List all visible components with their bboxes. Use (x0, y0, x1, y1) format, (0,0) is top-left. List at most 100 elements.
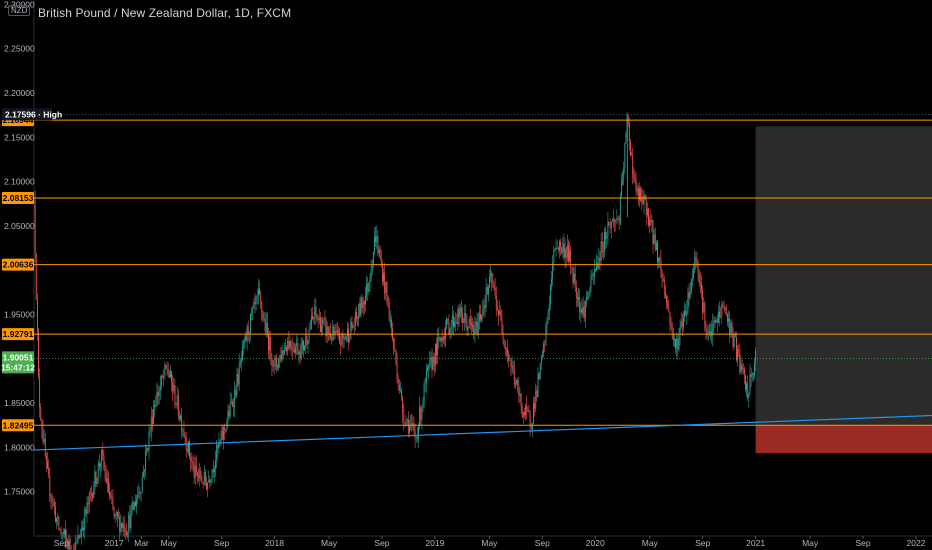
candle-body (522, 412, 524, 417)
trend-line-group[interactable] (33, 414, 932, 451)
time-tick-label: 2022 (907, 538, 926, 548)
last-price-label: 1.90051 (3, 352, 34, 362)
candle-body (472, 325, 474, 329)
candle-body (586, 297, 587, 301)
candle-body (317, 318, 319, 321)
candle-body (327, 326, 329, 335)
candle-body (353, 325, 355, 327)
candle-body (261, 301, 263, 313)
candle-body (336, 330, 338, 333)
horizontal-levels[interactable]: 2.169442.081532.006361.927911.824952.175… (1, 108, 932, 432)
price-tick-label: 2.10000 (4, 177, 35, 187)
candle-body (587, 297, 589, 299)
candle-body (434, 344, 436, 366)
candle-body (465, 313, 467, 322)
candle-body (300, 345, 302, 359)
candle-body (295, 346, 297, 353)
candle-body (215, 461, 216, 468)
candle-body (600, 241, 602, 261)
candle-body (486, 287, 488, 295)
candle-body (555, 248, 557, 250)
candle-body (528, 411, 530, 413)
candle-body (438, 336, 440, 339)
candle-body (376, 236, 378, 243)
candle-body (147, 448, 149, 451)
candle-body (664, 290, 666, 297)
candle-body (617, 218, 619, 219)
candle-body (731, 322, 733, 332)
candle-body (190, 456, 192, 462)
candle-body (48, 468, 50, 475)
candle-body (260, 294, 262, 302)
candle-body (639, 188, 640, 200)
candle-body (477, 321, 479, 334)
candle-body (367, 283, 369, 293)
candle-body (418, 426, 419, 439)
candle-body (726, 314, 728, 322)
candle-body (365, 294, 366, 305)
candle-body (222, 427, 224, 440)
candle-body (78, 535, 80, 539)
candle-body (325, 320, 327, 337)
candle-body (282, 350, 284, 356)
candle-body (96, 478, 98, 485)
candle-body (178, 415, 180, 419)
candle-body (570, 250, 572, 268)
candle-body (160, 376, 162, 386)
candle-body (45, 456, 47, 462)
candle-body (323, 319, 325, 320)
candle-body (563, 243, 565, 258)
candle-body (334, 331, 336, 336)
candle-body (490, 273, 492, 277)
candle-body (672, 334, 674, 340)
candle-body (582, 306, 584, 314)
candle-body (423, 384, 425, 403)
time-tick-label: 2020 (586, 538, 605, 548)
candle-body (471, 323, 472, 326)
candle-body (460, 307, 462, 315)
candle-body (287, 341, 289, 352)
price-tick-label: 2.15000 (4, 132, 35, 142)
candle-body (140, 492, 142, 493)
candle-body (573, 273, 575, 284)
candle-body (552, 262, 554, 280)
candle-body (309, 329, 311, 330)
candle-body (319, 317, 321, 333)
candle-body (354, 312, 356, 327)
candle-body (463, 322, 465, 324)
candle-body (560, 241, 561, 248)
candle-body (678, 336, 680, 350)
candle-body (615, 220, 617, 222)
candle-body (368, 282, 370, 293)
candle-body (301, 341, 303, 346)
candle-body (358, 303, 360, 319)
candle-body (280, 355, 282, 361)
time-tick-label: 2017 (105, 538, 124, 548)
candle-body (649, 219, 651, 226)
candle-body (439, 336, 441, 341)
candle-body (210, 479, 212, 483)
candle-body (237, 374, 239, 385)
candle-body (115, 512, 117, 515)
candle-body (235, 389, 237, 396)
candle-body (717, 311, 719, 323)
candle-body (531, 423, 533, 429)
candle-body (253, 301, 255, 308)
time-axis[interactable]: Sep 2017 Mar May Sep 2018 May Sep 2019 May Sep 2020… (54, 536, 926, 548)
candle-body (378, 249, 380, 253)
candle-body (254, 301, 256, 304)
candle-body (412, 422, 414, 427)
candle-body (447, 318, 449, 323)
candle-body (698, 274, 700, 283)
candle-body (131, 502, 133, 510)
candle-body (333, 326, 335, 336)
candle-body (631, 154, 633, 156)
price-axis[interactable]: 2.30000 2.25000 2.20000 2.15000 2.10000 2.050… (4, 0, 35, 497)
candle-body (362, 301, 364, 309)
candle-body (511, 365, 513, 367)
candle-body (220, 430, 222, 441)
time-tick-label: Sep (695, 538, 710, 548)
candle-body (256, 295, 258, 297)
candle-body (154, 405, 156, 410)
